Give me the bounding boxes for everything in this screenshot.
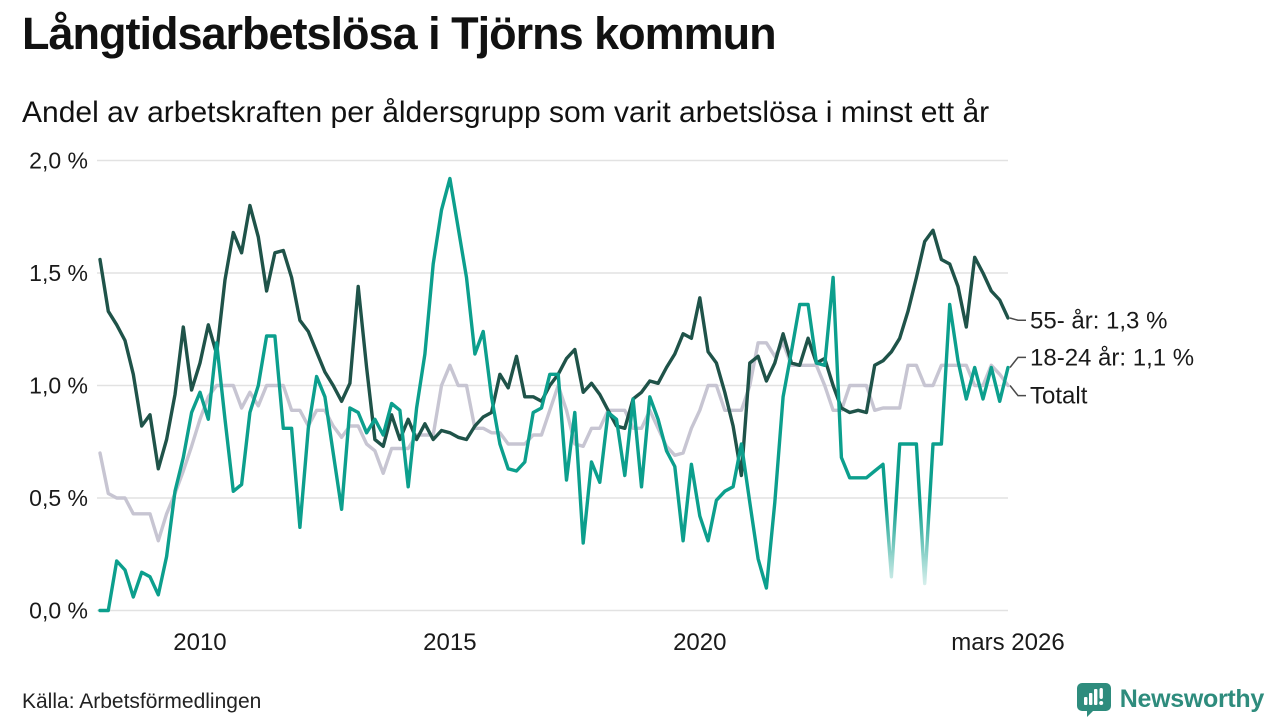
newsworthy-logo: Newsworthy (1075, 680, 1264, 718)
y-tick-label: 0,0 % (29, 598, 88, 624)
x-tick-label: 2015 (423, 629, 476, 656)
legend-label-55-r: 55- år: 1,3 % (1030, 307, 1167, 334)
fade-gap-overlay (916, 505, 933, 597)
y-tick-label: 1,5 % (29, 260, 88, 286)
legend-connector-totalt (1009, 385, 1026, 397)
x-tick-label: 2020 (673, 629, 726, 656)
x-tick-label: mars 2026 (951, 629, 1064, 656)
series-line-18-24-r (98, 176, 1010, 613)
y-tick-label: 2,0 % (29, 148, 88, 174)
chart-subtitle: Andel av arbetskraften per åldersgrupp s… (22, 96, 990, 129)
legend-connector-55-r (1009, 317, 1026, 321)
y-tick-label: 0,5 % (29, 485, 88, 511)
x-tick-label: 2010 (173, 629, 226, 656)
source-note: Källa: Arbetsförmedlingen (22, 690, 262, 713)
legend-label-18-24-r: 18-24 år: 1,1 % (1030, 344, 1194, 371)
newsworthy-bars-icon (1076, 683, 1111, 717)
y-tick-label: 1,0 % (29, 373, 88, 399)
legend-connector-18-24-r (1009, 356, 1026, 368)
series-line-55-r (98, 203, 1010, 478)
legend-label-totalt: Totalt (1030, 383, 1088, 410)
series-line-totalt (98, 341, 1010, 543)
newsworthy-wordmark: Newsworthy (1119, 684, 1265, 713)
fade-gap-overlay (883, 505, 900, 597)
chart-title: Långtidsarbetslösa i Tjörns kommun (22, 8, 777, 59)
